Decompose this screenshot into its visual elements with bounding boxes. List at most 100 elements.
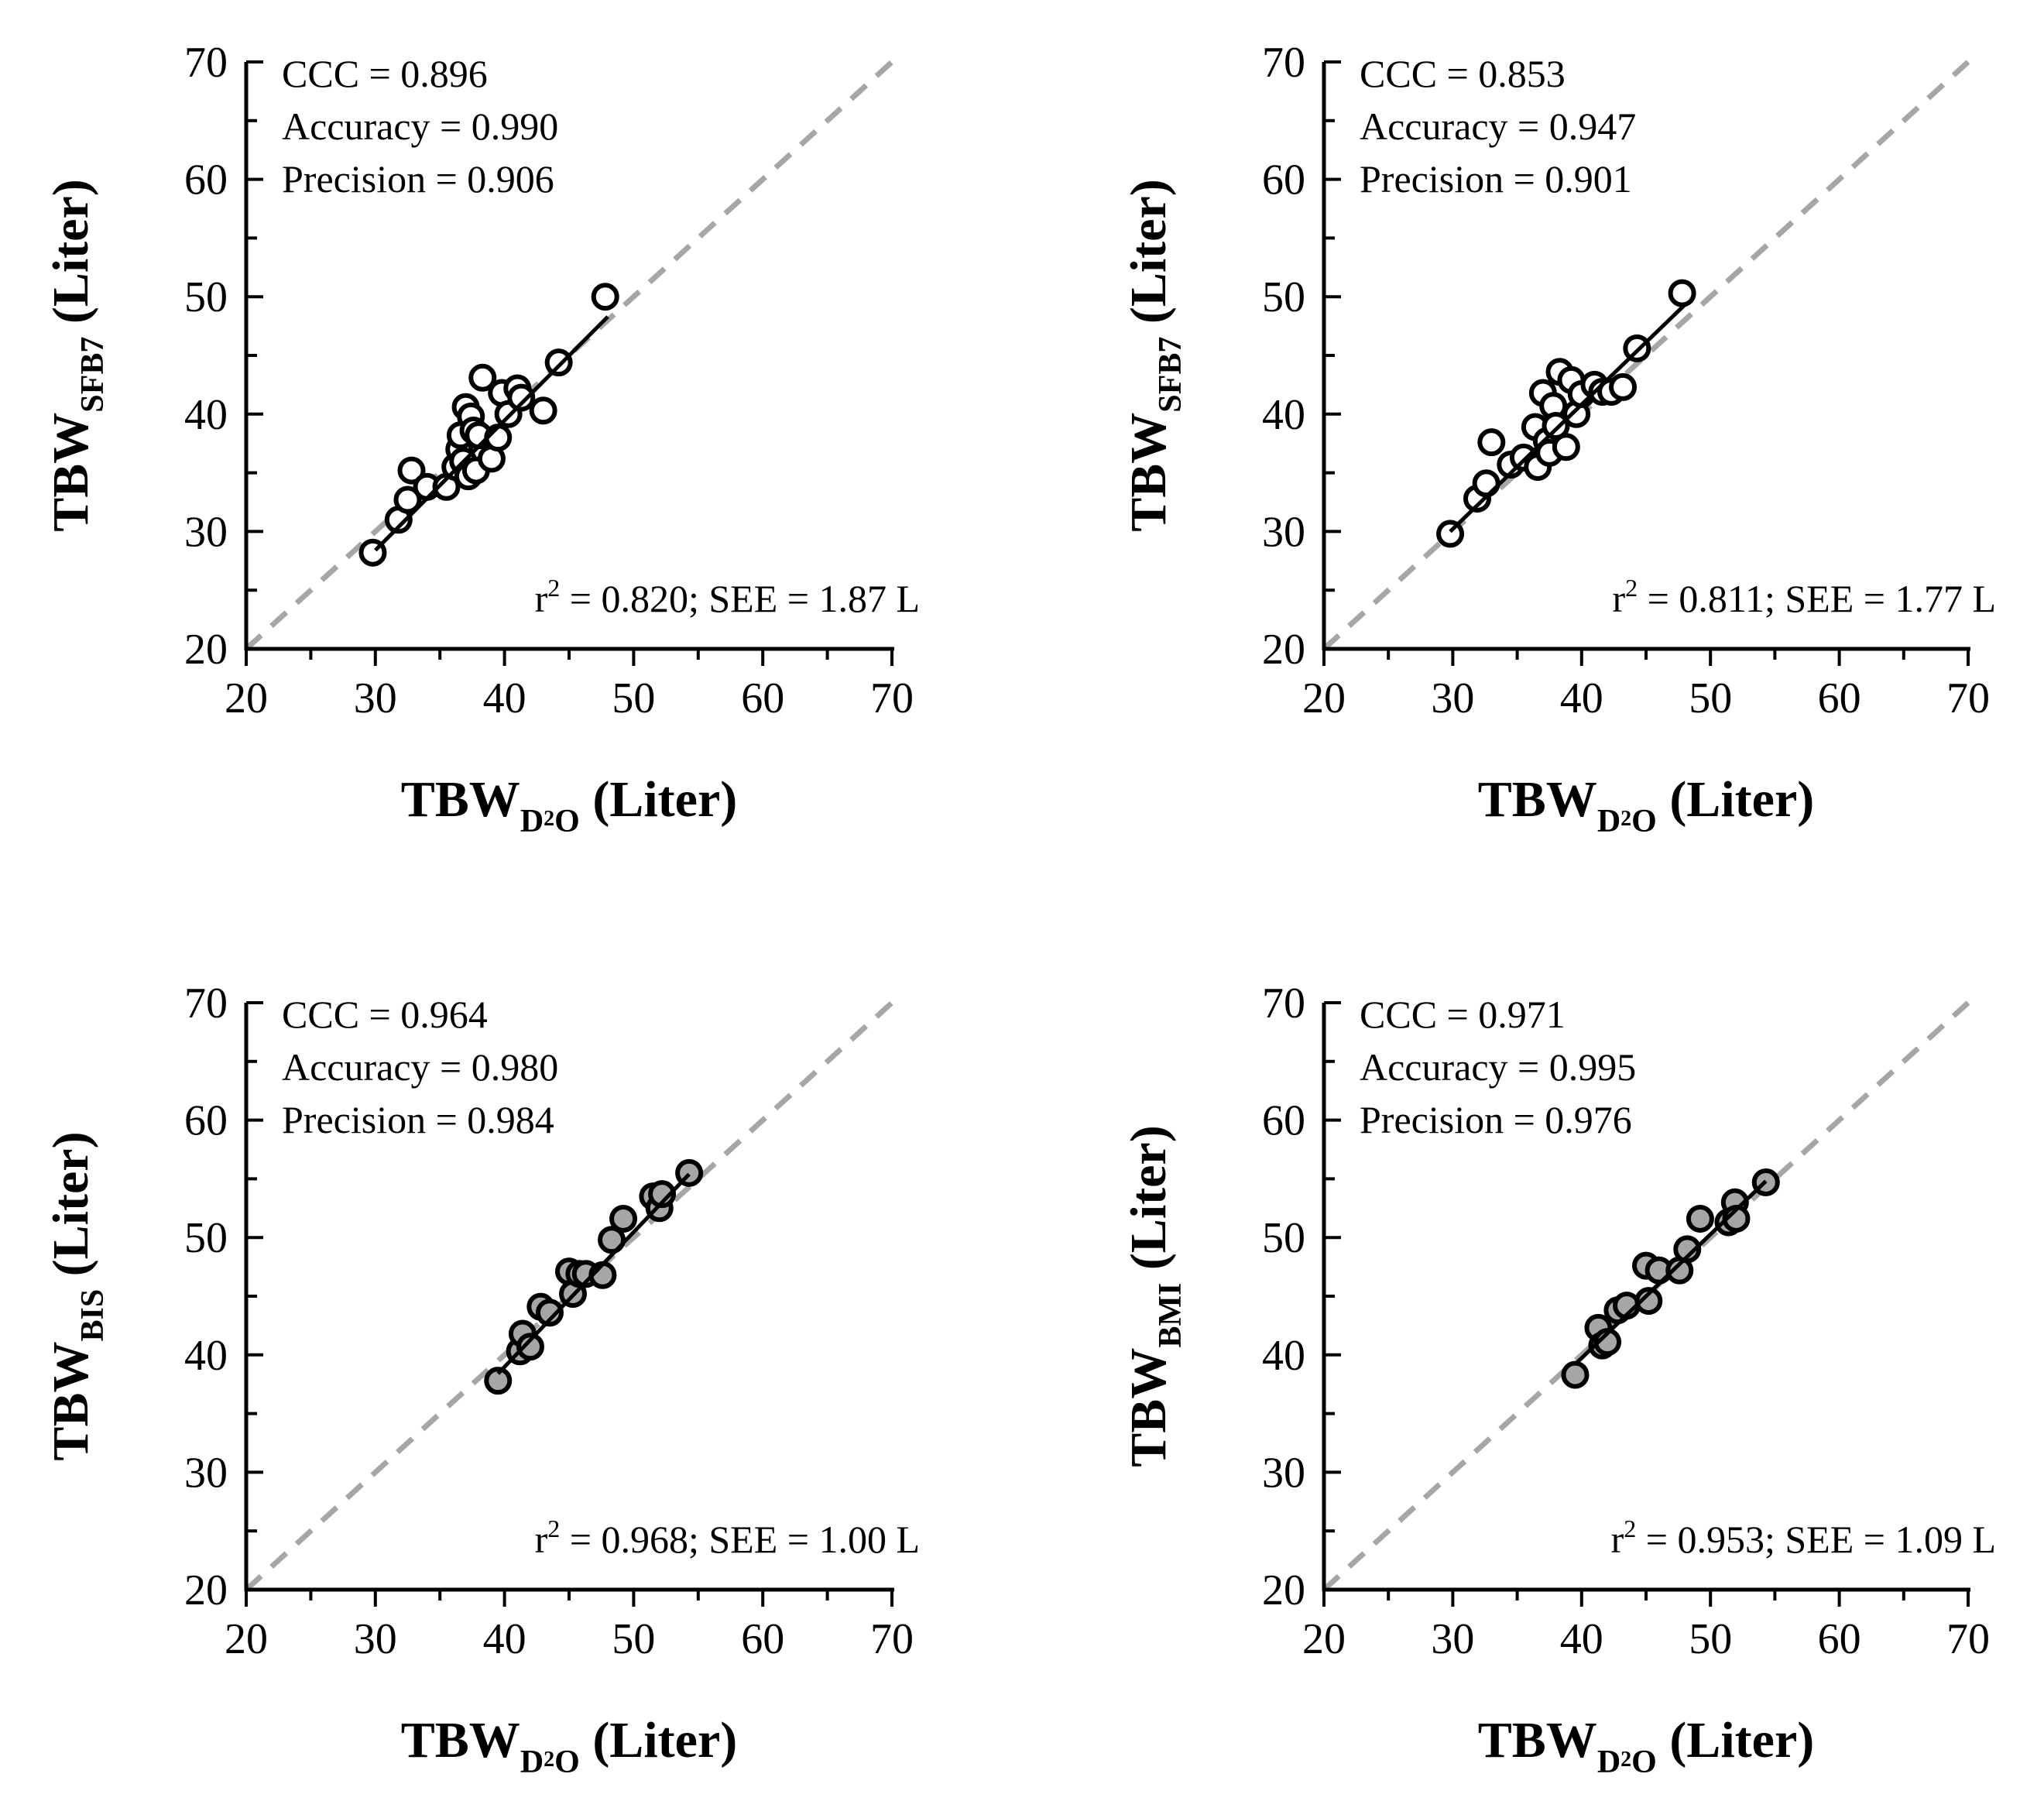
y-tick-label: 70: [1262, 979, 1305, 1028]
r2-see-text: r2 = 0.811; SEE = 1.77 L: [1612, 574, 1996, 620]
x-title-main: TBW: [1478, 771, 1597, 828]
y-axis-title: TBWSFB7 (Liter): [43, 179, 111, 531]
y-tick-label: 50: [184, 1214, 228, 1262]
y-title-unit: (Liter): [1120, 1125, 1177, 1282]
x-tick-label: 40: [1560, 1615, 1603, 1663]
y-tick-label: 40: [1262, 1332, 1305, 1380]
r2-prefix: r: [1612, 577, 1625, 620]
x-title-main: TBW: [401, 1712, 520, 1769]
x-title-sub: D: [520, 1745, 544, 1780]
y-tick-label: 60: [1262, 156, 1305, 204]
x-tick-label: 30: [1431, 1615, 1474, 1663]
r2-superscript: 2: [547, 574, 560, 602]
x-tick-label: 20: [225, 1615, 268, 1663]
y-tick-label: 40: [184, 391, 228, 439]
x-tick-label: 50: [1689, 1615, 1732, 1663]
x-tick-label: 40: [483, 1615, 526, 1663]
x-tick-label: 30: [354, 1615, 397, 1663]
r2-superscript: 2: [547, 1515, 560, 1542]
x-tick-label: 60: [741, 674, 784, 722]
data-point: [535, 1299, 564, 1327]
x-axis-title: TBWD2O (Liter): [1478, 1712, 1814, 1780]
y-tick-label: 20: [1262, 1566, 1305, 1614]
y-title-main: TBW: [1120, 1348, 1177, 1467]
x-title-main: TBW: [401, 771, 520, 828]
stat-text: Precision = 0.906: [282, 157, 554, 201]
x-title-sub3: O: [1631, 1745, 1657, 1780]
y-axis-title: TBWBMI (Liter): [1120, 1125, 1188, 1467]
data-point: [1673, 1235, 1702, 1264]
regression-line: [496, 1172, 691, 1375]
x-title-sub3: O: [1631, 804, 1657, 839]
x-title-sub3: O: [554, 804, 580, 839]
x-title-sub: D: [520, 804, 544, 839]
y-tick-label: 60: [1262, 1097, 1305, 1145]
chart-panel-bottom-left: 20 30 40 50 60 70 20 30 40 50 60 70 CCC = 0.964 Accur…: [43, 979, 920, 1780]
data-point: [609, 1204, 638, 1233]
stat-text: Accuracy = 0.980: [282, 1045, 558, 1089]
chart-panel-bottom-right: 20 30 40 50 60 70 20 30 40 50 60 70 CCC = 0.971 Accur…: [1120, 979, 1996, 1780]
x-title-sub3: O: [554, 1745, 580, 1780]
r2-see-text: r2 = 0.820; SEE = 1.87 L: [535, 574, 920, 620]
stat-text: CCC = 0.896: [282, 52, 488, 95]
r2-prefix: r: [535, 1518, 548, 1561]
y-title-sub: SFB7: [75, 337, 111, 413]
y-tick-label: 60: [184, 156, 228, 204]
r2-rest: = 0.811; SEE = 1.77 L: [1638, 577, 1996, 620]
data-point: [1686, 1204, 1714, 1233]
y-axis-title: TBWSFB7 (Liter): [1120, 179, 1188, 531]
x-tick-label: 60: [1818, 674, 1861, 722]
data-point: [1552, 433, 1580, 461]
chart-panel-top-right: 20 30 40 50 60 70 20 30 40 50 60 70 CCC = 0.853 Accur…: [1120, 39, 1996, 839]
y-title-sub: BIS: [75, 1289, 111, 1342]
stat-text: Precision = 0.984: [282, 1098, 554, 1141]
y-title-unit: (Liter): [43, 179, 99, 336]
x-axis-title: TBWD2O (Liter): [401, 1712, 737, 1780]
stat-text: Accuracy = 0.947: [1360, 105, 1636, 148]
regression-line: [1573, 1179, 1768, 1366]
y-title-main: TBW: [43, 1342, 99, 1461]
data-point: [397, 456, 426, 485]
x-tick-label: 50: [1689, 674, 1732, 722]
x-tick-label: 70: [1946, 674, 1990, 722]
y-title-unit: (Liter): [1120, 179, 1177, 336]
x-title-sub: D: [1597, 1745, 1620, 1780]
r2-rest: = 0.953; SEE = 1.09 L: [1636, 1518, 1996, 1561]
regression-line: [374, 315, 609, 552]
identity-line: [244, 1000, 894, 1592]
y-tick-label: 20: [1262, 626, 1305, 674]
y-tick-label: 60: [184, 1097, 228, 1145]
x-tick-label: 50: [612, 1615, 655, 1663]
y-tick-label: 70: [184, 979, 228, 1028]
identity-line: [244, 60, 894, 651]
stat-text: Precision = 0.901: [1360, 157, 1632, 201]
data-point: [544, 348, 573, 377]
r2-see-text: r2 = 0.953; SEE = 1.09 L: [1611, 1515, 1996, 1561]
data-point: [484, 1367, 513, 1395]
y-tick-label: 30: [1262, 508, 1305, 556]
r2-prefix: r: [535, 577, 548, 620]
y-tick-label: 70: [1262, 39, 1305, 87]
data-point: [468, 363, 497, 392]
y-title-main: TBW: [43, 413, 99, 532]
data-point: [393, 485, 422, 514]
data-point: [598, 1226, 626, 1254]
chart-panel-top-left: 20 30 40 50 60 70 20 30 40 50 60 70 CCC = 0.896 Accur…: [43, 39, 920, 839]
regression-line: [1449, 304, 1686, 533]
y-tick-label: 30: [1262, 1449, 1305, 1497]
x-axis-title: TBWD2O (Liter): [401, 771, 737, 839]
stat-text: Accuracy = 0.995: [1360, 1045, 1636, 1089]
x-tick-label: 60: [1818, 1615, 1861, 1663]
y-tick-label: 40: [184, 1332, 228, 1380]
data-point: [1668, 279, 1696, 307]
x-tick-label: 70: [870, 1615, 914, 1663]
y-title-sub: BMI: [1153, 1283, 1188, 1348]
x-axis-title: TBWD2O (Liter): [1478, 771, 1814, 839]
data-point: [1634, 1287, 1663, 1316]
x-tick-label: 30: [1431, 674, 1474, 722]
x-tick-label: 40: [483, 674, 526, 722]
data-point: [648, 1180, 677, 1209]
data-point: [591, 283, 619, 311]
r2-superscript: 2: [1625, 574, 1638, 602]
